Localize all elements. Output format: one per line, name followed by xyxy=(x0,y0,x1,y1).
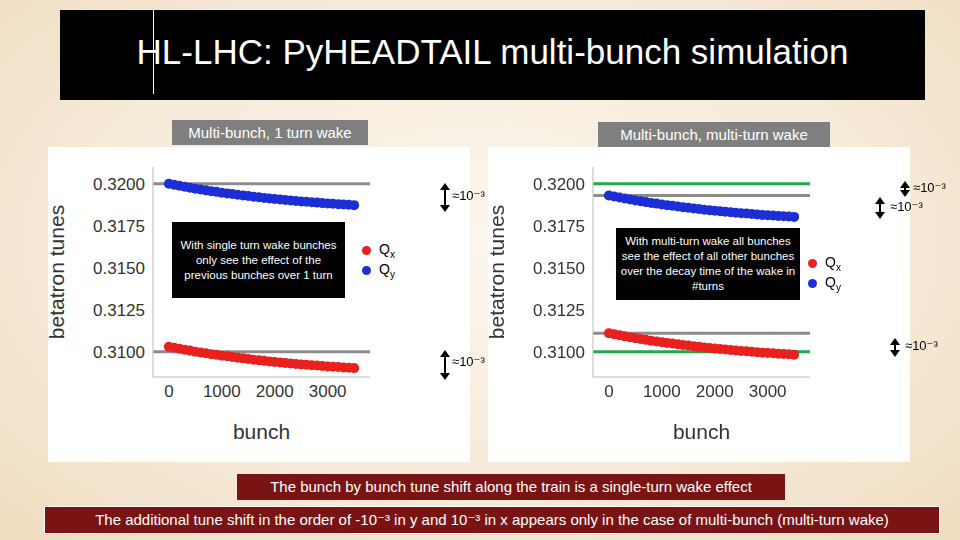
html-text:≈10⁻³: ≈10⁻³ xyxy=(905,338,938,353)
html-text:≈10⁻³: ≈10⁻³ xyxy=(452,354,485,369)
svg-text:3000: 3000 xyxy=(309,382,347,401)
svg-text:0.3125: 0.3125 xyxy=(93,301,145,320)
html-text:≈10⁻³: ≈10⁻³ xyxy=(890,199,923,214)
html-text:The bunch by bunch tune shift: The bunch by bunch tune shift along the … xyxy=(270,478,752,495)
svg-text:bunch: bunch xyxy=(673,420,730,443)
svg-text:0: 0 xyxy=(164,382,173,401)
svg-text:2000: 2000 xyxy=(696,382,734,401)
svg-text:bunch: bunch xyxy=(233,420,290,443)
html-text:≈10⁻³: ≈10⁻³ xyxy=(913,180,946,195)
svg-text:0.3100: 0.3100 xyxy=(533,343,585,362)
svg-text:0.3100: 0.3100 xyxy=(93,343,145,362)
svg-text:0.3200: 0.3200 xyxy=(93,175,145,194)
html-text:Qx: Qx xyxy=(379,240,395,260)
html-text:HL-LHC: PyHEADTAIL multi-bunch: HL-LHC: PyHEADTAIL multi-bunch simulatio… xyxy=(136,32,849,71)
html-text:Multi-bunch, 1 turn wake: Multi-bunch, 1 turn wake xyxy=(188,124,352,141)
html-text:With single turn wake bunches: With single turn wake bunches only see t… xyxy=(180,238,337,281)
html-text:The additional tune shift in t: The additional tune shift in the order o… xyxy=(95,511,889,528)
html-text:≈10⁻³: ≈10⁻³ xyxy=(452,188,485,203)
svg-text:0.3125: 0.3125 xyxy=(533,301,585,320)
svg-text:0.3175: 0.3175 xyxy=(93,217,145,236)
svg-text:0.3150: 0.3150 xyxy=(93,259,145,278)
html-text:With multi-turn wake all bunch: With multi-turn wake all bunches see the… xyxy=(620,235,796,292)
svg-text:betatron tunes: betatron tunes xyxy=(488,205,508,339)
html-text:Qy: Qy xyxy=(825,273,841,293)
svg-text:1000: 1000 xyxy=(643,382,681,401)
svg-text:0.3200: 0.3200 xyxy=(533,175,585,194)
html-text:Qy: Qy xyxy=(379,260,395,280)
svg-text:1000: 1000 xyxy=(203,382,241,401)
svg-text:0.3150: 0.3150 xyxy=(533,259,585,278)
html-text:Qx: Qx xyxy=(825,253,841,273)
html-text:Multi-bunch, multi-turn wake: Multi-bunch, multi-turn wake xyxy=(620,126,808,143)
svg-text:2000: 2000 xyxy=(256,382,294,401)
svg-text:betatron tunes: betatron tunes xyxy=(48,205,68,339)
svg-text:0: 0 xyxy=(604,382,613,401)
svg-text:3000: 3000 xyxy=(749,382,787,401)
svg-text:0.3175: 0.3175 xyxy=(533,217,585,236)
